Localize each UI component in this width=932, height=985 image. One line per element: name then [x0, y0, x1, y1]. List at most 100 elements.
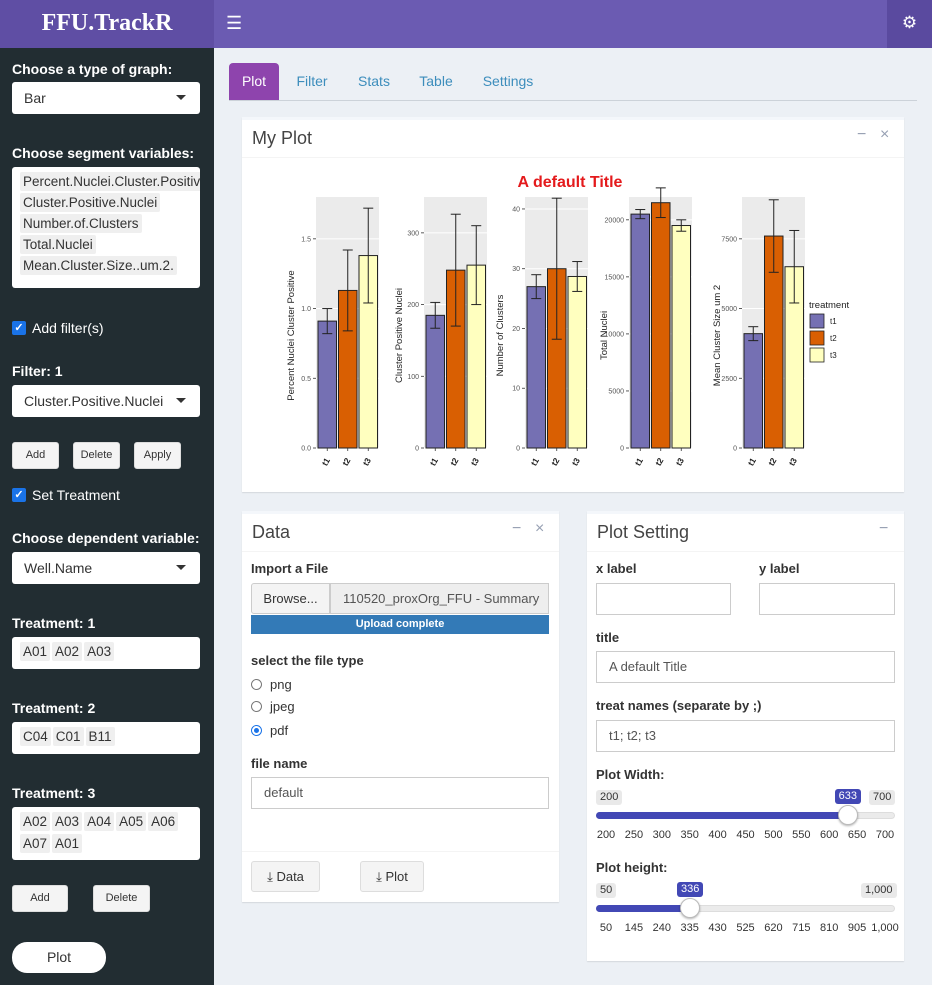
treat-names-label: treat names (separate by ;) [596, 698, 762, 713]
segment-multiselect[interactable]: Percent.Nuclei.Cluster.Positive Cluster.… [12, 167, 200, 288]
y-axis-label: Cluster Positive Nuclei [394, 288, 405, 383]
treatment-chip[interactable]: C04 [20, 727, 51, 746]
x-label-input[interactable] [596, 583, 731, 615]
close-icon[interactable]: × [535, 520, 545, 537]
treatment-chip[interactable]: A04 [84, 812, 115, 831]
segment-chip[interactable]: Total.Nuclei [20, 235, 96, 254]
graph-type-label: Choose a type of graph: [12, 61, 173, 77]
legend-label: t2 [830, 334, 837, 343]
treatment-chip[interactable]: A03 [52, 812, 83, 831]
radio-label: png [270, 677, 292, 692]
plot-width-fill [596, 812, 848, 819]
treatment-chip[interactable]: A01 [52, 834, 83, 853]
filter-delete-button[interactable]: Delete [73, 442, 120, 469]
slider-tick-label: 500 [764, 829, 783, 841]
filter-1-label: Filter: 1 [12, 363, 63, 379]
download-plot-button[interactable]: ⤓ Plot [360, 861, 424, 892]
browse-button[interactable]: Browse... [251, 583, 330, 614]
treatment-chip[interactable]: A01 [20, 642, 51, 661]
radio-icon [251, 679, 262, 690]
plot-height-handle[interactable] [679, 898, 700, 918]
segment-chip[interactable]: Number.of.Clusters [20, 214, 142, 233]
graph-type-select[interactable]: Bar [12, 82, 200, 114]
close-icon[interactable]: × [880, 126, 890, 143]
treatment-chip[interactable]: A07 [20, 834, 51, 853]
x-tick-label: t2 [448, 456, 461, 468]
tab-settings[interactable]: Settings [482, 73, 534, 89]
checkmark-icon: ✓ [12, 488, 26, 502]
segment-chip[interactable]: Percent.Nuclei.Cluster.Positive [20, 172, 200, 191]
filter-apply-button[interactable]: Apply [134, 442, 181, 469]
download-data-button[interactable]: ⤓ Data [251, 861, 320, 892]
minimize-icon[interactable]: − [879, 520, 889, 537]
minimize-icon[interactable]: − [512, 520, 522, 537]
slider-tick-label: 200 [596, 829, 616, 841]
title-input[interactable]: A default Title [596, 651, 895, 683]
slider-tick-label: 350 [680, 829, 699, 841]
set-treatment-label: Set Treatment [32, 487, 120, 503]
tab-bar: Plot Filter Stats Table Settings [229, 63, 917, 101]
radio-pdf[interactable]: pdf [251, 723, 288, 738]
y-tick-label: 20 [512, 326, 520, 333]
y-label-input[interactable] [759, 583, 895, 615]
treatment-chip[interactable]: A05 [116, 812, 147, 831]
treatment-chip[interactable]: A06 [148, 812, 179, 831]
radio-selected-icon [251, 725, 262, 736]
radio-jpeg[interactable]: jpeg [251, 699, 295, 714]
radio-png[interactable]: png [251, 677, 292, 692]
treatment-3-multiselect[interactable]: A02 A03 A04 A05 A06 A07 A01 [12, 807, 200, 860]
treatment-chip[interactable]: A02 [20, 812, 51, 831]
treatment-2-multiselect[interactable]: C04 C01 B11 [12, 722, 200, 754]
slider-tick-label: 620 [764, 922, 783, 934]
treatment-chip[interactable]: B11 [85, 727, 115, 746]
y-axis-label: Total Nuclei [599, 311, 610, 360]
treatment-add-button[interactable]: Add [12, 885, 68, 912]
treatment-chip[interactable]: A02 [52, 642, 83, 661]
y-tick-label: 40 [512, 206, 520, 213]
download-plot-label: Plot [385, 869, 408, 884]
plot-button[interactable]: Plot [12, 942, 106, 973]
y-axis-label: Percent Nuclei Cluster Positive [286, 270, 297, 400]
plot-width-handle[interactable] [837, 805, 858, 825]
y-tick-label: 7500 [721, 236, 737, 243]
segment-chip[interactable]: Mean.Cluster.Size..um.2. [20, 256, 177, 275]
my-plot-box: My Plot − × A default Title 0.0 0.5 1.0 1.5 P… [242, 117, 904, 492]
checkmark-icon: ✓ [12, 321, 26, 335]
treatment-1-multiselect[interactable]: A01 A02 A03 [12, 637, 200, 669]
tab-table[interactable]: Table [419, 73, 453, 89]
treatment-chip[interactable]: C01 [52, 727, 84, 746]
plot-height-min: 50 [596, 883, 617, 898]
y-tick-label: 0.5 [301, 376, 311, 383]
y-tick-label: 30 [512, 266, 520, 273]
tab-plot[interactable]: Plot [229, 63, 279, 100]
y-tick-label: 15000 [605, 274, 625, 281]
gears-icon[interactable]: ⚙ [887, 0, 932, 48]
download-data-label: Data [276, 869, 304, 884]
legend-swatch [809, 313, 825, 329]
segment-chip[interactable]: Cluster.Positive.Nuclei [20, 193, 161, 212]
treatment-chip[interactable]: A03 [84, 642, 115, 661]
plot-width-max: 700 [869, 790, 896, 805]
y-tick-label: 0 [415, 446, 419, 453]
set-treatment-checkbox[interactable]: ✓ Set Treatment [12, 487, 120, 503]
tab-stats[interactable]: Stats [358, 73, 390, 89]
filter-1-select[interactable]: Cluster.Positive.Nuclei [12, 385, 200, 417]
y-tick-label: 5000 [608, 388, 624, 395]
tab-filter[interactable]: Filter [296, 73, 328, 89]
dependent-select[interactable]: Well.Name [12, 552, 200, 584]
slider-tick-label: 600 [820, 829, 839, 841]
minimize-icon[interactable]: − [857, 126, 867, 143]
plot-width-min: 200 [596, 790, 623, 805]
hamburger-icon[interactable]: ☰ [226, 13, 243, 33]
treat-names-input[interactable]: t1; t2; t3 [596, 720, 895, 752]
x-tick-label: t1 [428, 456, 441, 468]
add-filter-checkbox[interactable]: ✓ Add filter(s) [12, 320, 104, 336]
dependent-label: Choose dependent variable: [12, 530, 200, 546]
filter-add-button[interactable]: Add [12, 442, 59, 469]
file-name-input[interactable]: default [251, 777, 549, 809]
y-tick-label: 5000 [721, 306, 737, 313]
slider-tick-label: 715 [792, 922, 811, 934]
bar [567, 275, 587, 449]
treatment-delete-button[interactable]: Delete [93, 885, 150, 912]
plot-height-fill [596, 905, 690, 912]
